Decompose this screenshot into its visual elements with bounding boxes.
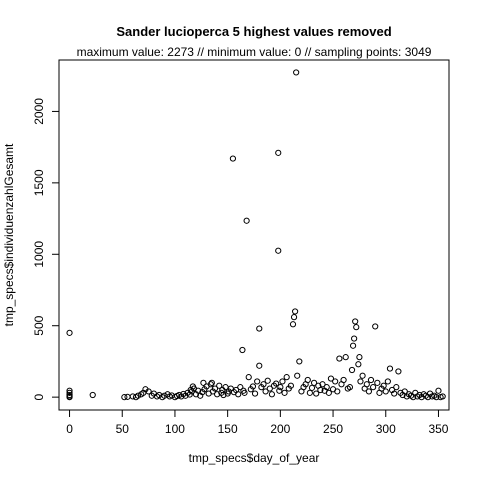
x-tick-label: 300 [376,422,396,436]
y-tick-label: 2000 [32,98,46,125]
chart-subtitle: maximum value: 2273 // minimum value: 0 … [77,45,432,59]
x-tick-label: 150 [218,422,238,436]
x-tick-label: 250 [323,422,343,436]
y-axis-label: tmp_specs$individuenzahlGesamt [2,143,16,326]
x-tick-label: 200 [270,422,290,436]
y-tick-label: 1000 [32,241,46,268]
y-tick-label: 0 [32,393,46,400]
x-tick-label: 350 [428,422,448,436]
x-tick-label: 50 [116,422,130,436]
x-tick-label: 0 [66,422,73,436]
y-tick-label: 500 [32,315,46,335]
x-tick-label: 100 [165,422,185,436]
x-axis-label: tmp_specs$day_of_year [189,451,320,465]
y-tick-label: 1500 [32,169,46,196]
chart-title: Sander lucioperca 5 highest values remov… [116,24,391,39]
